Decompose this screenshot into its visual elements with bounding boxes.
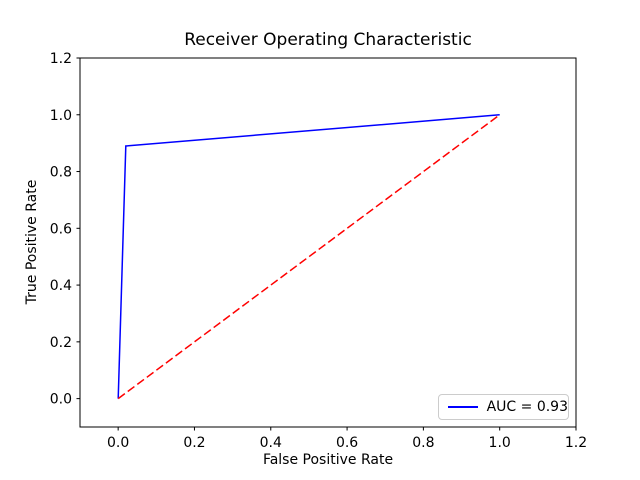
x-tick-label: 1.0 bbox=[489, 435, 511, 451]
x-axis-label: False Positive Rate bbox=[263, 452, 393, 468]
y-tick-label: 1.2 bbox=[50, 51, 72, 67]
x-tick-label: 0.0 bbox=[107, 435, 129, 451]
series-chance-diagonal bbox=[117, 114, 501, 400]
legend: AUC = 0.93 bbox=[438, 394, 569, 420]
y-tick-label: 0.4 bbox=[50, 278, 72, 294]
legend-line-sample bbox=[448, 406, 478, 408]
chart-title: Receiver Operating Characteristic bbox=[184, 30, 472, 50]
y-tick-label: 0.0 bbox=[50, 392, 72, 408]
y-tick-label: 0.6 bbox=[50, 221, 72, 237]
y-tick-label: 0.8 bbox=[50, 165, 72, 181]
x-axis-ticks: 0.0 0.2 0.4 0.6 0.8 1.0 1.2 bbox=[107, 427, 587, 451]
series-roc-curve bbox=[117, 114, 500, 399]
y-axis-label: True Positive Rate bbox=[24, 180, 40, 306]
x-tick-label: 0.4 bbox=[260, 435, 282, 451]
legend-label: AUC = 0.93 bbox=[486, 399, 568, 415]
x-tick-label: 0.8 bbox=[412, 435, 434, 451]
y-tick-label: 1.0 bbox=[50, 108, 72, 124]
y-tick-label: 0.2 bbox=[50, 335, 72, 351]
plot-border bbox=[79, 57, 577, 428]
y-axis-ticks: 0.0 0.2 0.4 0.6 0.8 1.0 1.2 bbox=[50, 51, 80, 408]
x-tick-label: 0.6 bbox=[336, 435, 358, 451]
x-tick-label: 1.2 bbox=[565, 435, 587, 451]
plot-series bbox=[117, 114, 501, 400]
x-tick-label: 0.2 bbox=[183, 435, 205, 451]
